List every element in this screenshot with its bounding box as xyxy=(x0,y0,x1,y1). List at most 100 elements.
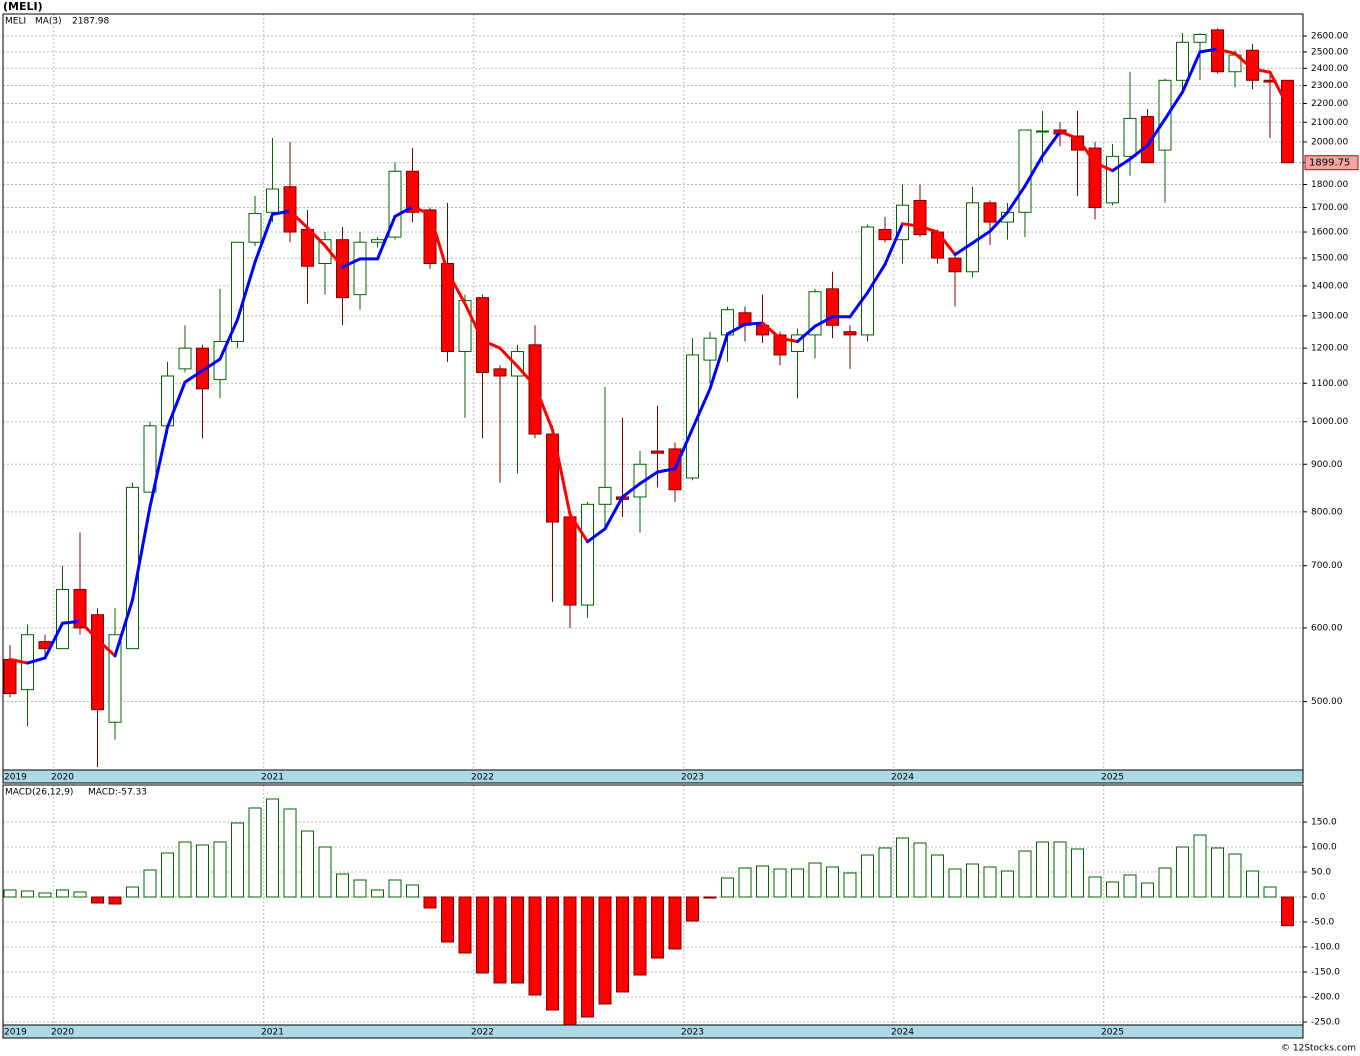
candle-body xyxy=(126,486,139,650)
ma-line xyxy=(848,291,869,319)
ma-line xyxy=(866,262,887,295)
macd-bar xyxy=(248,807,262,898)
candle-body xyxy=(178,347,192,370)
macd-bar xyxy=(1123,874,1137,898)
ma-line xyxy=(1058,130,1079,140)
macd-bar xyxy=(161,852,174,898)
candle-body xyxy=(336,239,349,299)
ma-line xyxy=(1146,117,1167,147)
macd-bar xyxy=(1158,867,1172,898)
ma-line xyxy=(288,209,309,230)
macd-bar xyxy=(3,889,17,898)
ma-line xyxy=(673,427,694,471)
ma-line xyxy=(61,619,82,625)
macd-bar xyxy=(633,896,647,976)
ma-line xyxy=(1111,157,1132,173)
candle-body xyxy=(248,213,262,243)
macd-bar xyxy=(1036,841,1049,898)
candle-body xyxy=(1193,34,1207,43)
legend-entry: MACD(26,12,9) xyxy=(5,788,73,798)
macd-bar xyxy=(616,896,629,993)
ma-line xyxy=(708,332,729,391)
candle-body xyxy=(966,202,979,273)
candle-body xyxy=(406,170,419,213)
y-tick-label: -150.0 xyxy=(1311,968,1340,978)
ma-line xyxy=(883,222,904,266)
macd-bar xyxy=(178,841,192,898)
ma-line xyxy=(586,527,607,544)
macd-bar xyxy=(913,842,927,898)
ma-line xyxy=(201,357,222,373)
macd-bar xyxy=(598,896,612,1005)
last-price-label: 1899.75 xyxy=(1309,158,1350,169)
macd-bar xyxy=(423,896,437,909)
ma-line xyxy=(918,224,939,234)
macd-bar xyxy=(318,846,332,898)
candle-body xyxy=(581,503,594,606)
legend-entry: MA(3) xyxy=(35,17,62,27)
y-tick-label: 1100.00 xyxy=(1311,379,1348,389)
ma-line xyxy=(726,322,747,336)
y-tick-label: -100.0 xyxy=(1311,943,1340,953)
ma-line xyxy=(1006,184,1027,214)
x-tick-label: 2022 xyxy=(471,773,494,783)
candle-body xyxy=(266,188,279,213)
x-tick-label: 2020 xyxy=(51,1028,74,1038)
ma-line xyxy=(26,656,47,665)
macd-bar xyxy=(721,877,734,898)
macd-bar xyxy=(1176,846,1189,898)
ma-line xyxy=(551,428,572,516)
ma-line xyxy=(1268,70,1289,108)
macd-bar xyxy=(703,896,717,899)
macd-bar xyxy=(213,841,227,898)
macd-bar xyxy=(56,889,69,898)
y-tick-label: 1000.00 xyxy=(1311,417,1348,427)
y-tick-label: 700.00 xyxy=(1311,561,1343,571)
ma-line xyxy=(376,214,397,261)
y-tick-label: 1800.00 xyxy=(1311,180,1348,190)
footer: © 12Stocks.com xyxy=(1281,1044,1356,1054)
y-tick-label: 2600.00 xyxy=(1311,32,1348,42)
ma-line xyxy=(1198,47,1219,54)
macd-bar xyxy=(563,896,577,1025)
macd-bar xyxy=(1018,850,1032,898)
ma-line xyxy=(568,512,589,544)
legend-entry: MELI xyxy=(5,17,26,27)
ma-line xyxy=(8,657,29,665)
ma-line xyxy=(131,505,152,602)
macd-bar xyxy=(1071,848,1084,898)
macd-bar xyxy=(108,896,122,905)
y-tick-label: 800.00 xyxy=(1311,507,1343,517)
y-tick-label: 2000.00 xyxy=(1311,137,1348,147)
y-tick-label: 1500.00 xyxy=(1311,254,1348,264)
candle-body xyxy=(651,450,664,454)
y-tick-label: 100.0 xyxy=(1311,843,1337,853)
y-tick-label: 0.0 xyxy=(1311,893,1326,903)
macd-bar xyxy=(126,886,139,898)
panel-border xyxy=(2,784,1304,1039)
candle-body xyxy=(143,425,157,493)
macd-bar xyxy=(528,896,542,996)
macd-bar xyxy=(896,837,909,898)
candle-body xyxy=(861,226,874,336)
macd-bar xyxy=(931,854,944,898)
ma-line xyxy=(621,482,642,499)
ma-line xyxy=(253,212,274,264)
y-tick-label: 150.0 xyxy=(1311,818,1337,828)
ma-line xyxy=(1041,130,1062,158)
ma-line xyxy=(1216,47,1237,56)
candle-body xyxy=(1123,117,1137,157)
candle-body xyxy=(283,186,297,233)
y-tick-label: -50.0 xyxy=(1311,918,1335,928)
chart-title: (MELI) xyxy=(3,0,43,13)
y-tick-label: 1300.00 xyxy=(1311,311,1348,321)
y-tick-label: 1700.00 xyxy=(1311,203,1348,213)
y-tick-label: 500.00 xyxy=(1311,697,1343,707)
ma-line xyxy=(148,425,169,509)
macd-bar xyxy=(476,896,489,974)
candle-body xyxy=(983,202,997,223)
panel-border xyxy=(2,13,1304,784)
y-tick-label: -250.0 xyxy=(1311,1018,1340,1028)
ma-line xyxy=(411,205,432,216)
x-tick-label: 2019 xyxy=(4,773,27,783)
